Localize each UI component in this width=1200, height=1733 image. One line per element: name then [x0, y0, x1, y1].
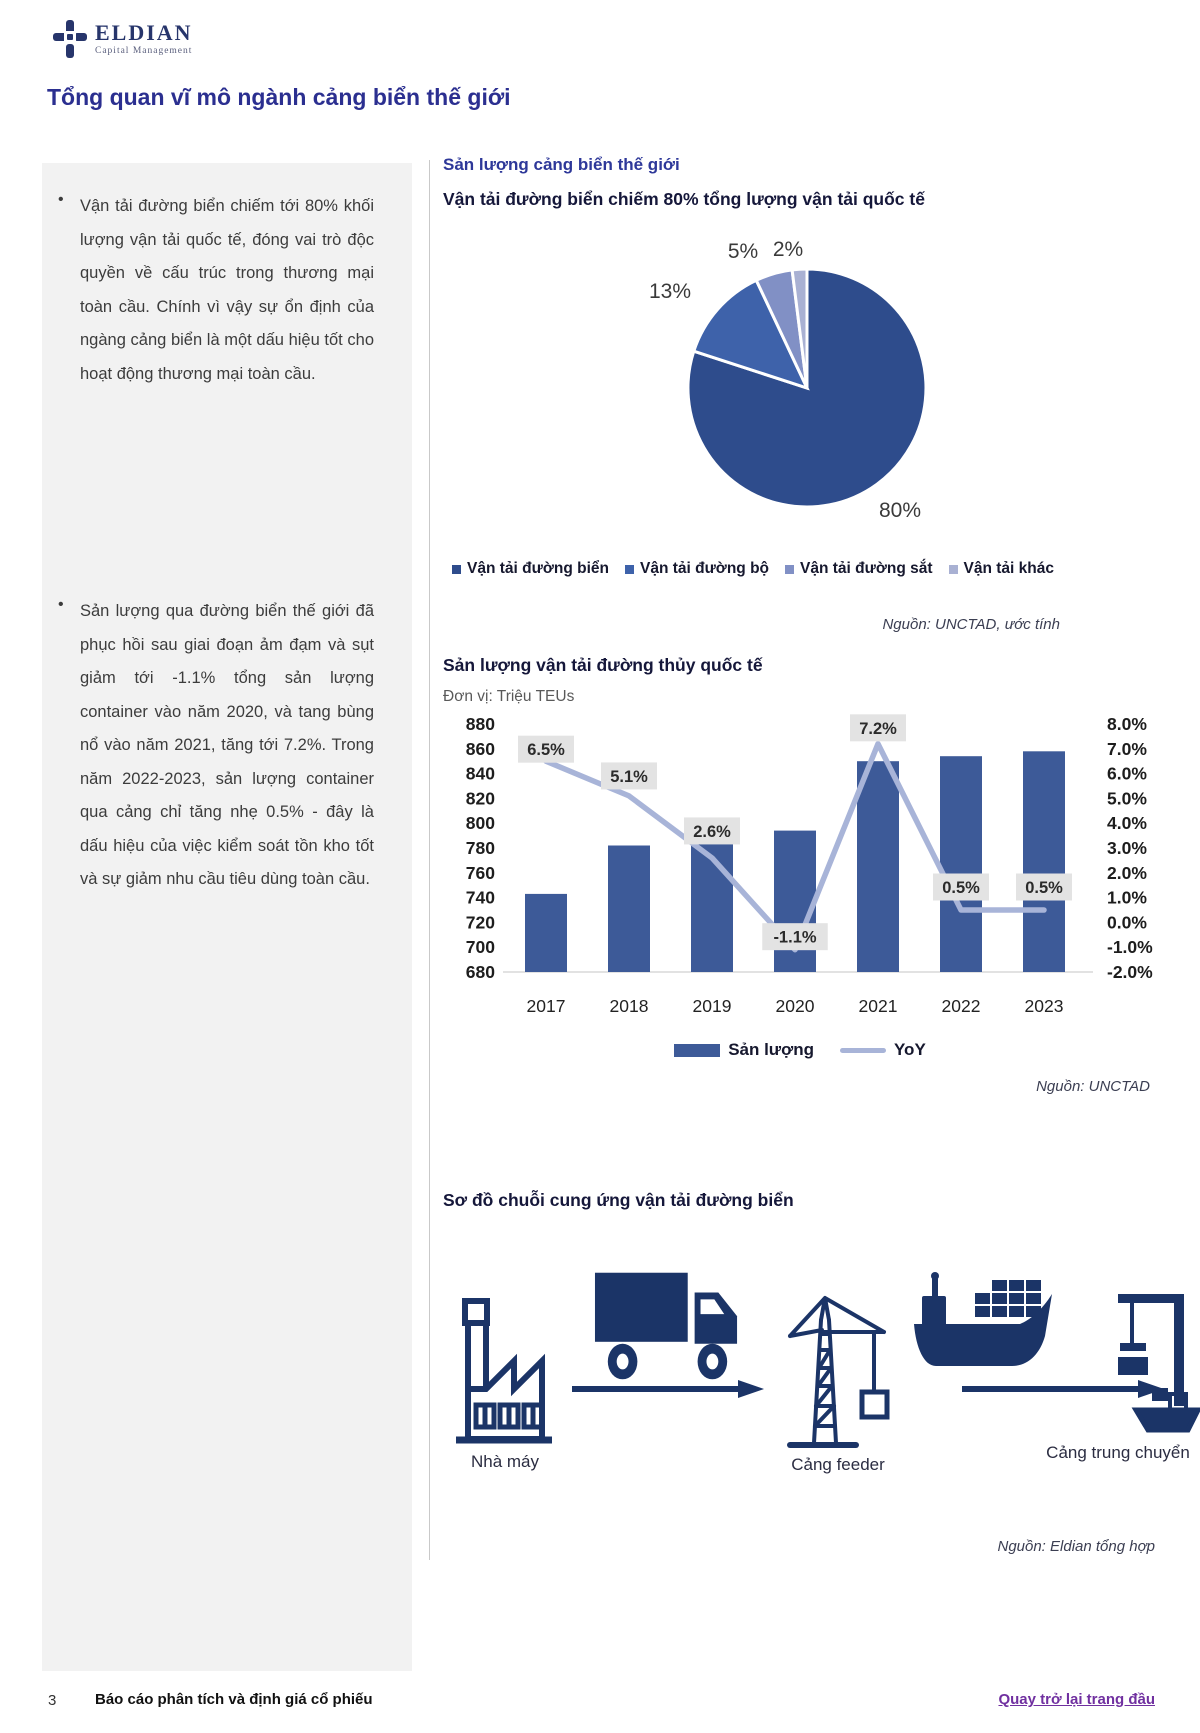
svg-text:2020: 2020 — [776, 996, 815, 1016]
pie-slice-label: 2% — [772, 238, 804, 261]
bar-chart-svg: 880 860 840 820 800 780 760 740 720 700 680 8.0% 7.0… — [466, 714, 1153, 1016]
footer-report-title: Báo cáo phân tích và định giá cổ phiếu — [95, 1691, 373, 1708]
bar-chart-title: Sản lượng vận tải đường thủy quốc tế — [443, 655, 763, 675]
pie-chart-svg — [686, 267, 928, 509]
svg-text:1.0%: 1.0% — [1107, 888, 1147, 908]
brand-logo: ELDIAN Capital Management — [53, 20, 193, 58]
legend-swatch-icon — [785, 564, 795, 574]
pie-legend-item: Vận tải đường biển — [452, 560, 609, 578]
node-label-factory: Nhà máy — [470, 1452, 540, 1471]
svg-text:-1.1%: -1.1% — [773, 929, 816, 947]
svg-text:2018: 2018 — [610, 996, 649, 1016]
line-legend-item: YoY — [839, 1040, 926, 1060]
brand-name: ELDIAN — [95, 20, 193, 45]
node-label-transshipment-port: Cảng trung chuyển — [1046, 1443, 1190, 1462]
page-number: 3 — [48, 1692, 57, 1709]
svg-text:820: 820 — [466, 788, 495, 808]
svg-text:3.0%: 3.0% — [1107, 838, 1147, 858]
legend-line-swatch-icon — [839, 1047, 886, 1053]
svg-text:720: 720 — [466, 912, 495, 932]
svg-text:700: 700 — [466, 937, 495, 957]
svg-text:6.0%: 6.0% — [1107, 764, 1147, 784]
pie-legend: Vận tải đường biển Vận tải đường bộ Vận tả… — [443, 560, 1063, 578]
svg-text:880: 880 — [466, 714, 495, 734]
summary-panel: • Vận tải đường biển chiếm tới 80% khối … — [42, 163, 412, 1671]
flow-arrow-icon — [962, 1380, 1164, 1398]
svg-text:2019: 2019 — [693, 996, 732, 1016]
port-crane-icon — [1118, 1294, 1200, 1433]
bar-chart: 880 860 840 820 800 780 760 740 720 700 680 8.0% 7.0… — [445, 712, 1155, 1024]
svg-text:8.0%: 8.0% — [1107, 714, 1147, 734]
svg-text:0.0%: 0.0% — [1107, 912, 1147, 932]
bullet-dot: • — [58, 191, 64, 208]
svg-text:0.5%: 0.5% — [1025, 879, 1063, 897]
svg-text:5.1%: 5.1% — [610, 768, 648, 786]
svg-text:800: 800 — [466, 813, 495, 833]
svg-text:680: 680 — [466, 962, 495, 982]
legend-bar-swatch-icon — [674, 1043, 721, 1057]
back-to-top-link[interactable]: Quay trở lại trang đầu — [998, 1691, 1155, 1708]
truck-icon — [594, 1272, 738, 1380]
bar-legend-item: Sản lượng — [674, 1040, 814, 1060]
pie-chart-title: Vận tải đường biển chiếm 80% tổng lượng … — [443, 189, 925, 209]
brand-subtitle: Capital Management — [95, 46, 193, 56]
svg-text:2.0%: 2.0% — [1107, 863, 1147, 883]
svg-text:-1.0%: -1.0% — [1107, 937, 1153, 957]
svg-text:2021: 2021 — [859, 996, 898, 1016]
svg-text:5.0%: 5.0% — [1107, 788, 1147, 808]
pie-legend-item: Vận tải khác — [948, 560, 1054, 578]
column-divider — [429, 160, 430, 1560]
bar-chart-unit: Đơn vị: Triệu TEUs — [443, 688, 575, 705]
svg-text:2022: 2022 — [942, 996, 981, 1016]
bullet-dot: • — [58, 596, 64, 613]
page-title: Tổng quan vĩ mô ngành cảng biển thế giới — [47, 84, 511, 110]
svg-text:860: 860 — [466, 739, 495, 759]
pie-legend-item: Vận tải đường sắt — [785, 560, 933, 578]
section-header-pie: Sản lượng cảng biển thế giới — [443, 155, 680, 174]
bar-chart-source: Nguồn: UNCTAD — [1036, 1078, 1150, 1095]
supply-chain-title: Sơ đồ chuỗi cung ứng vận tải đường biển — [443, 1190, 794, 1210]
svg-text:6.5%: 6.5% — [527, 741, 565, 759]
svg-text:740: 740 — [466, 888, 495, 908]
pie-chart: 80% 13% 5% 2% — [640, 230, 1000, 530]
summary-bullet-1-text: Vận tải đường biển chiếm tới 80% khối lư… — [80, 197, 374, 383]
supply-chain-source: Nguồn: Eldian tổng hợp — [997, 1538, 1155, 1555]
pie-source: Nguồn: UNCTAD, ước tính — [882, 616, 1060, 633]
eldian-logo-icon — [53, 20, 87, 58]
svg-text:-2.0%: -2.0% — [1107, 962, 1153, 982]
legend-swatch-icon — [624, 564, 634, 574]
svg-text:2.6%: 2.6% — [693, 823, 731, 841]
svg-text:0.5%: 0.5% — [942, 879, 980, 897]
pie-legend-item: Vận tải đường bộ — [624, 560, 769, 578]
svg-text:2017: 2017 — [527, 996, 566, 1016]
summary-bullet-2-text: Sản lượng qua đường biển thế giới đã phụ… — [80, 602, 374, 888]
svg-text:760: 760 — [466, 863, 495, 883]
legend-swatch-icon — [948, 564, 958, 574]
summary-bullet-2: • Sản lượng qua đường biển thế giới đã p… — [58, 595, 388, 897]
factory-icon — [456, 1298, 552, 1444]
pie-slice-label: 80% — [878, 499, 922, 522]
legend-swatch-icon — [452, 564, 462, 574]
svg-text:840: 840 — [466, 764, 495, 784]
svg-text:2023: 2023 — [1025, 996, 1064, 1016]
svg-text:4.0%: 4.0% — [1107, 813, 1147, 833]
tower-crane-icon — [787, 1296, 890, 1448]
node-label-feeder-port: Cảng feeder — [791, 1455, 885, 1474]
svg-text:7.0%: 7.0% — [1107, 739, 1147, 759]
bar-chart-legend: Sản lượng YoY — [445, 1040, 1155, 1060]
container-ship-icon — [914, 1272, 1052, 1366]
summary-bullet-1: • Vận tải đường biển chiếm tới 80% khối … — [58, 190, 388, 391]
svg-text:780: 780 — [466, 838, 495, 858]
pie-slice-label: 13% — [648, 280, 692, 303]
flow-arrow-icon — [572, 1380, 764, 1398]
svg-text:7.2%: 7.2% — [859, 720, 897, 738]
pie-slice-label: 5% — [727, 240, 759, 263]
